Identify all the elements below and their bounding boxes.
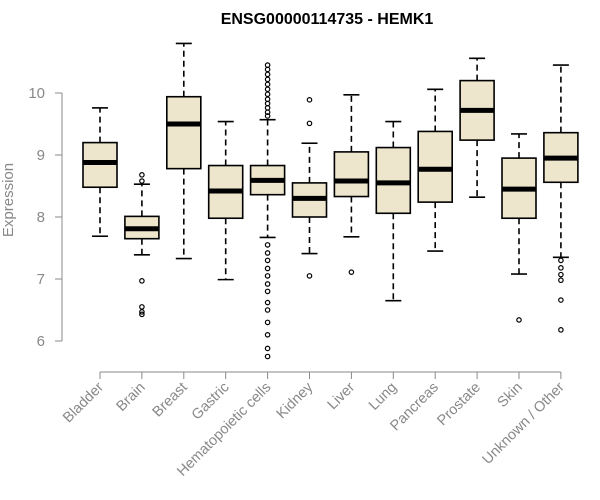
x-tick-label: Bladder [60,379,107,426]
box-hematopoietic-cells [249,62,286,360]
x-tick-label: Skin [495,380,526,411]
box-kidney [291,97,328,279]
outlier-point [264,257,271,264]
box-prostate [459,57,495,198]
outlier-point [264,113,271,119]
outlier-point [264,250,271,256]
box-lung [375,120,412,302]
outlier-point [139,309,145,315]
outlier-point [558,265,564,271]
outlier-point [264,242,271,248]
outlier-point [139,278,145,284]
box-unknown-other [543,64,579,333]
outlier-point [264,265,271,272]
outlier-point [306,120,313,127]
box-pancreas [417,88,454,252]
outlier-point [558,297,564,303]
outlier-point [558,271,564,278]
outlier-point [264,109,271,116]
y-tick-label: 7 [37,271,45,288]
outlier-point [348,269,355,275]
outlier-point [264,345,271,352]
outlier-point [139,178,145,184]
box-bladder [82,107,118,238]
outlier-point [264,86,271,93]
outlier-point [264,307,271,313]
x-tick-label: Prostate [434,380,483,429]
outlier-point [558,257,564,264]
box-liver [333,94,370,275]
iqr-box [333,151,370,198]
y-axis-label: Expression [0,163,17,237]
outlier-point [139,311,145,318]
outlier-point [264,62,271,68]
box-series [82,42,579,360]
outlier-point [558,327,564,333]
y-tick-label: 6 [37,333,45,350]
outlier-point [264,66,271,73]
outlier-point [264,353,271,360]
box-gastric [207,120,244,281]
outlier-point [264,71,271,78]
box-skin [501,133,537,323]
outlier-point [306,97,313,103]
x-tick-label: Kidney [274,379,317,422]
outlier-point [264,76,271,83]
x-tick-label: Brain [113,380,148,415]
box-breast [166,42,202,260]
outlier-point [264,91,271,98]
box-brain [124,172,160,318]
outlier-point [264,331,271,338]
outlier-point [306,273,313,279]
chart-title: ENSG00000114735 - HEMK1 [221,11,434,28]
y-axis: 6 7 8 9 10 [28,85,63,350]
outlier-point [139,172,145,178]
y-tick-label: 10 [28,85,45,102]
outlier-point [264,288,271,295]
outlier-point [558,277,564,284]
x-tick-label: Lung [366,380,400,414]
outlier-point [264,273,271,279]
y-tick-label: 9 [37,147,45,164]
outlier-point [139,304,145,310]
y-tick-label: 8 [37,209,45,226]
outlier-point [264,319,271,326]
outlier-point [264,281,271,287]
x-tick-label: Breast [150,380,191,421]
outlier-point [516,317,522,323]
outlier-point [264,81,271,88]
outlier-point [264,96,271,103]
outlier-point [264,105,271,111]
iqr-box [166,95,202,170]
x-tick-label: Liver [325,379,359,413]
outlier-point [264,299,271,306]
